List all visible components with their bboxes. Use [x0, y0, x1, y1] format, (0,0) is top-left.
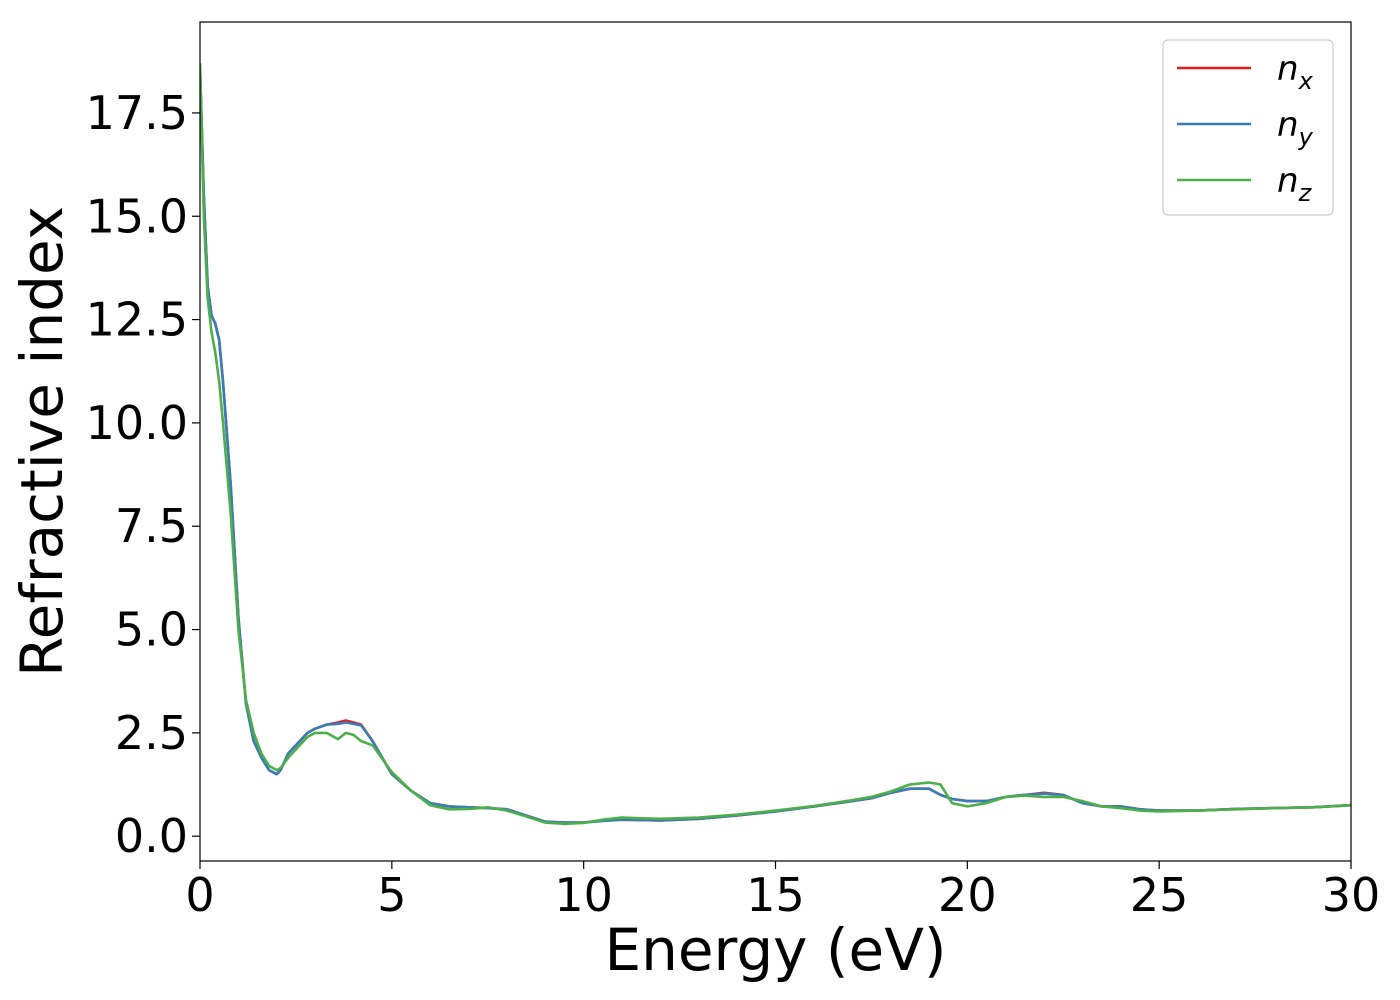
legend: nx ny nz	[1162, 39, 1334, 216]
y-tick-label: 17.5	[86, 86, 188, 140]
y-axis-ticks: 0.0 2.5 5.0 7.5 10.0 12.5 15.0 17.5	[86, 86, 200, 863]
x-tick-label: 30	[1322, 868, 1381, 922]
series-line-n-z	[200, 63, 1351, 826]
x-tick-label: 15	[746, 868, 805, 922]
legend-box	[1162, 39, 1334, 216]
y-tick-label: 10.0	[86, 396, 188, 450]
y-tick-label: 5.0	[115, 603, 188, 657]
y-tick-label: 0.0	[115, 809, 188, 863]
legend-label-n-x: nx	[1277, 49, 1314, 95]
legend-label-n-y: ny	[1277, 105, 1314, 151]
y-tick-label: 15.0	[86, 189, 188, 243]
x-axis-title: Energy (eV)	[604, 916, 946, 984]
y-tick-label: 7.5	[115, 499, 188, 553]
x-tick-label: 20	[938, 868, 997, 922]
x-tick-label: 10	[554, 868, 613, 922]
y-tick-label: 2.5	[115, 706, 188, 760]
x-tick-label: 0	[185, 868, 214, 922]
series-layer	[200, 63, 1351, 826]
x-tick-label: 5	[377, 868, 406, 922]
y-tick-label: 12.5	[86, 293, 188, 347]
y-axis-title: Refractive index	[8, 206, 76, 677]
x-axis-ticks: 0 5 10 15 20 25 30	[185, 861, 1380, 922]
x-tick-label: 25	[1130, 868, 1189, 922]
legend-label-n-z: nz	[1277, 161, 1313, 207]
